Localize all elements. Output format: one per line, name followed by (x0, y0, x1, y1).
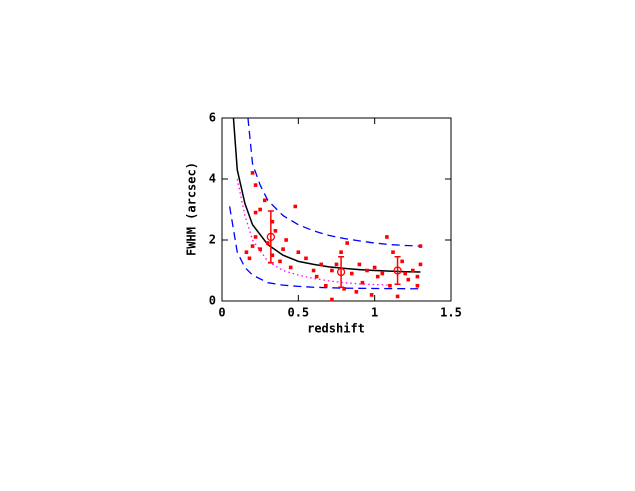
data-point (278, 259, 282, 264)
data-point (334, 262, 339, 267)
data-point (253, 183, 258, 187)
data-point (281, 247, 285, 251)
data-point (262, 198, 267, 203)
data-point (250, 171, 255, 175)
x-tick-label: 1 (371, 306, 378, 320)
data-point (345, 241, 349, 245)
y-tick-label: 6 (209, 111, 216, 125)
data-point (369, 293, 374, 297)
y-axis-label: FWHM (arcsec) (185, 162, 199, 256)
data-point (415, 274, 420, 279)
data-point (324, 283, 328, 288)
data-point (284, 238, 288, 242)
data-point (293, 204, 298, 209)
x-axis-label: redshift (307, 322, 365, 336)
curve (236, 178, 390, 286)
curve (247, 117, 421, 247)
data-point (380, 271, 385, 276)
y-tick-label: 4 (209, 172, 216, 186)
data-point (342, 287, 346, 291)
data-point (375, 274, 380, 279)
curve (232, 117, 421, 273)
data-point (349, 271, 354, 276)
data-point (403, 271, 407, 276)
plot-frame (221, 117, 452, 302)
data-point (330, 297, 334, 302)
data-point (418, 244, 423, 248)
data-point (270, 219, 275, 224)
data-point (411, 268, 415, 273)
mean-point (393, 266, 402, 275)
data-point (388, 283, 392, 288)
x-tick-label: 0.5 (287, 306, 309, 320)
x-tick-label: 1.5 (440, 306, 462, 320)
data-point (330, 268, 334, 273)
y-tick-label: 2 (209, 233, 216, 247)
data-point (253, 210, 258, 215)
x-tick-label: 0 (218, 306, 225, 320)
data-point (372, 265, 377, 270)
data-point (311, 268, 316, 273)
data-point (391, 250, 395, 254)
data-point (339, 250, 343, 254)
curve (228, 206, 421, 290)
data-point (365, 268, 369, 273)
data-point (357, 262, 362, 267)
data-point (253, 235, 258, 239)
mean-point (336, 267, 346, 277)
error-bar (394, 256, 401, 285)
error-bar (338, 256, 345, 289)
data-point (406, 277, 411, 282)
error-bar (267, 210, 274, 264)
data-point (250, 244, 255, 248)
data-point (314, 274, 319, 279)
y-tick-label: 0 (209, 294, 216, 308)
data-point (319, 262, 324, 267)
data-point (418, 262, 423, 267)
data-point (273, 229, 278, 233)
data-point (247, 256, 252, 261)
data-point (258, 247, 262, 251)
data-point (354, 290, 359, 294)
data-point (288, 265, 293, 270)
data-point (270, 253, 275, 258)
data-point (385, 235, 389, 239)
data-point (395, 294, 400, 299)
data-point (258, 207, 262, 212)
data-point (304, 256, 308, 261)
mean-point (266, 232, 276, 242)
data-point (415, 283, 420, 288)
data-point (360, 280, 365, 285)
data-point (296, 250, 301, 254)
data-point (400, 259, 404, 264)
data-point (266, 241, 270, 245)
data-point (244, 250, 249, 254)
